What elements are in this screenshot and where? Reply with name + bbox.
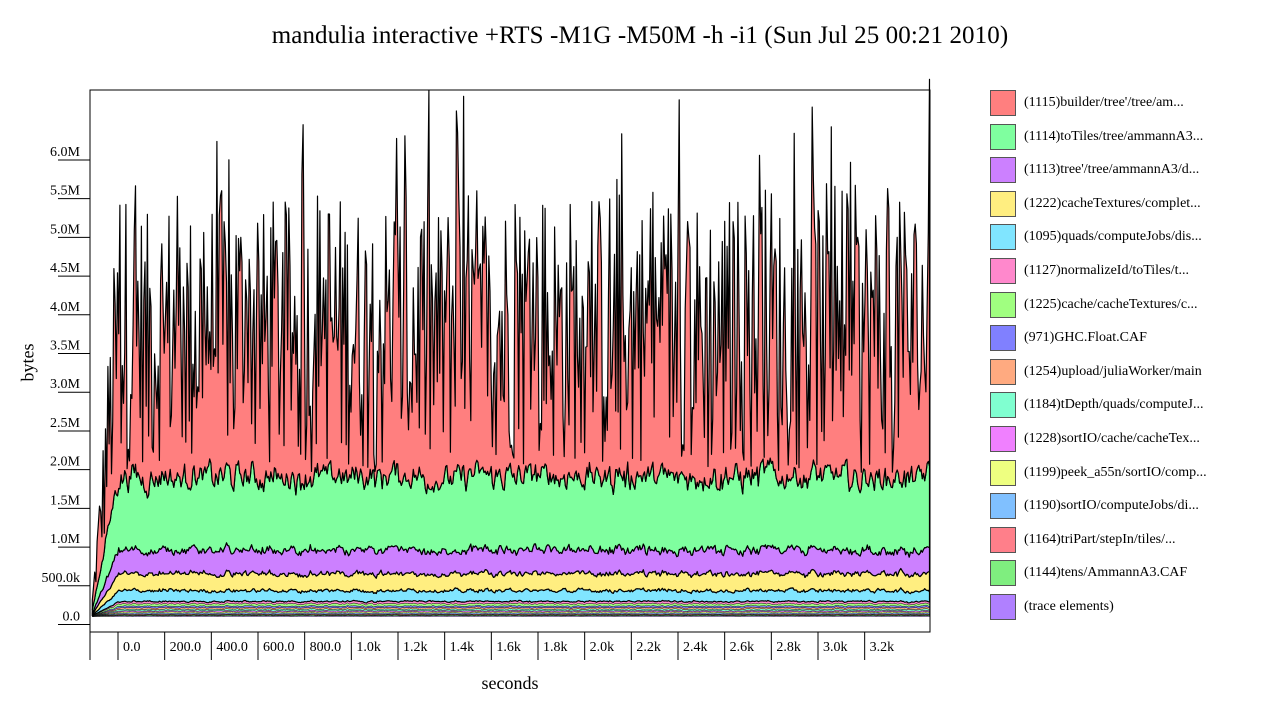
legend-label: (971)GHC.Float.CAF (1024, 330, 1147, 346)
y-tick-label: 2.0M (50, 455, 81, 470)
x-tick-label: 2.6k (730, 640, 755, 655)
legend-item: (1127)normalizeId/toTiles/t... (990, 258, 1275, 286)
x-tick-label: 0.0 (123, 640, 141, 655)
y-tick-label: 2.5M (50, 416, 81, 431)
legend-label: (1113)tree'/tree/ammannA3/d... (1024, 162, 1200, 178)
legend-swatch (990, 90, 1016, 116)
legend-item: (1199)peek_a55n/sortIO/comp... (990, 459, 1275, 488)
legend-label: (trace elements) (1024, 599, 1114, 614)
legend-label: (1184)tDepth/quads/computeJ... (1024, 397, 1204, 413)
legend-item: (1228)sortIO/cache/cacheTex... (990, 426, 1275, 454)
legend-swatch (990, 526, 1016, 553)
legend-label: (1127)normalizeId/toTiles/t... (1024, 263, 1189, 278)
y-tick-label: 1.0M (50, 532, 81, 547)
x-tick-label: 1.6k (496, 640, 521, 655)
y-tick-label: 3.5M (50, 339, 81, 354)
legend-item: (1222)cacheTextures/complet... (990, 190, 1275, 219)
legend-swatch (990, 190, 1016, 217)
legend-swatch (990, 594, 1016, 620)
y-tick-label: 6.0M (50, 145, 81, 160)
legend-swatch (990, 560, 1016, 587)
legend-swatch (990, 258, 1016, 284)
x-tick-label: 800.0 (310, 640, 342, 655)
legend-label: (1095)quads/computeJobs/dis... (1024, 229, 1202, 245)
y-tick-label: 5.0M (50, 222, 81, 237)
legend-label: (1225)cache/cacheTextures/c... (1024, 296, 1198, 312)
legend-swatch (990, 157, 1016, 184)
legend-label: (1115)builder/tree'/tree/am... (1024, 95, 1184, 110)
legend-swatch (990, 325, 1016, 352)
x-tick-label: 400.0 (216, 640, 248, 655)
y-axis-ticks: 0.0 500.0k 1.0M 1.5M 2.0M 2.5M 3.0M 3.5M 4.0M 4.5… (42, 145, 90, 626)
legend-item: (1095)quads/computeJobs/dis... (990, 224, 1275, 252)
x-tick-label: 1.2k (403, 640, 428, 655)
y-tick-label: 4.5M (50, 261, 81, 276)
legend-item: (1114)toTiles/tree/ammannA3... (990, 123, 1275, 152)
legend-item: (971)GHC.Float.CAF (990, 325, 1275, 353)
legend-label: (1114)toTiles/tree/ammannA3... (1024, 128, 1204, 144)
legend-swatch (990, 224, 1016, 251)
x-tick-label: 2.8k (776, 640, 801, 655)
legend-swatch (990, 493, 1016, 520)
x-axis-label-text: seconds (481, 673, 539, 693)
legend-swatch (990, 392, 1016, 419)
legend-item: (1113)tree'/tree/ammannA3/d... (990, 157, 1275, 185)
legend-swatch (990, 459, 1016, 486)
chart-title: mandulia interactive +RTS -M1G -M50M -h … (271, 22, 1009, 49)
y-tick-label: 3.0M (50, 377, 81, 392)
legend-swatch (990, 426, 1016, 452)
x-tick-label: 1.4k (450, 640, 475, 655)
legend-item: (1225)cache/cacheTextures/c... (990, 291, 1275, 320)
x-tick-label: 1.8k (543, 640, 568, 655)
legend-label: (1164)triPart/stepIn/tiles/... (1024, 531, 1176, 547)
legend-item: (1164)triPart/stepIn/tiles/... (990, 526, 1275, 555)
x-tick-label: 2.4k (683, 640, 708, 655)
legend-item: (1254)upload/juliaWorker/main (990, 358, 1275, 387)
legend-item: (trace elements) (990, 594, 1275, 622)
legend-label: (1199)peek_a55n/sortIO/comp... (1024, 464, 1207, 480)
legend-swatch (990, 123, 1016, 150)
legend-item: (1190)sortIO/computeJobs/di... (990, 493, 1275, 521)
x-axis-label: seconds (0, 673, 1020, 694)
legend-item: (1144)tens/AmmannA3.CAF (990, 560, 1275, 588)
x-tick-label: 3.0k (823, 640, 848, 655)
legend-item: (1115)builder/tree'/tree/am... (990, 90, 1275, 118)
legend-swatch (990, 291, 1016, 318)
y-tick-label: 0.0 (63, 610, 81, 625)
y-tick-label: 5.5M (50, 184, 81, 199)
y-tick-label: 4.0M (50, 300, 81, 315)
y-tick-label: 1.5M (50, 493, 81, 508)
y-tick-label: 500.0k (42, 571, 81, 586)
x-axis-ticks: 0.0 200.0 400.0 600.0 800.0 1.0k 1.2k 1.4k 1.6k 1… (89, 632, 895, 660)
legend-label: (1222)cacheTextures/complet... (1024, 195, 1201, 211)
x-tick-label: 2.2k (636, 640, 661, 655)
x-tick-label: 3.2k (870, 640, 895, 655)
legend-label: (1254)upload/juliaWorker/main (1024, 363, 1202, 379)
series-areas (91, 78, 931, 617)
legend-label: (1190)sortIO/computeJobs/di... (1024, 498, 1199, 514)
legend-swatch (990, 358, 1016, 385)
x-tick-label: 1.0k (356, 640, 381, 655)
x-tick-label: 2.0k (590, 640, 615, 655)
legend-item: (1184)tDepth/quads/computeJ... (990, 392, 1275, 420)
plot-frame (89, 89, 931, 633)
x-tick-label: 200.0 (170, 640, 202, 655)
legend-label: (1228)sortIO/cache/cacheTex... (1024, 431, 1200, 446)
plot-border (89, 89, 931, 633)
legend-label: (1144)tens/AmmannA3.CAF (1024, 565, 1188, 581)
x-tick-label: 600.0 (263, 640, 295, 655)
